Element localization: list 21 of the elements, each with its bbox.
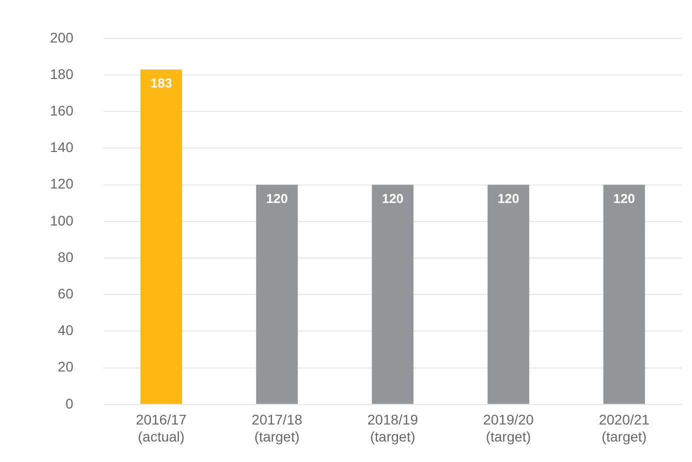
- data-label: 183: [150, 76, 172, 91]
- x-tick-label: 2016/17 (actual): [136, 412, 187, 444]
- y-tick-label: 140: [50, 139, 74, 156]
- y-tick-label: 20: [58, 358, 74, 375]
- x-tick-label: 2019/20 (target): [483, 412, 534, 444]
- y-tick-label: 120: [50, 176, 74, 192]
- y-tick-label: 60: [58, 285, 74, 302]
- y-tick-label: 100: [50, 212, 74, 228]
- x-tick-label: 2017/18 (target): [252, 412, 302, 444]
- data-label: 120: [613, 190, 635, 206]
- x-tick-label: 2020/21 (target): [598, 412, 650, 444]
- y-tick-label: 160: [50, 102, 74, 118]
- y-tick-label: 0: [66, 395, 74, 412]
- data-label: 120: [382, 190, 404, 206]
- y-tick-label: 180: [50, 66, 74, 82]
- y-tick-label: 80: [58, 248, 74, 265]
- x-tick-label: 2018/19 (target): [367, 412, 418, 444]
- y-tick-label: 200: [50, 29, 74, 46]
- data-label: 120: [498, 190, 520, 206]
- y-tick-label: 40: [58, 322, 74, 338]
- data-label: 120: [266, 190, 288, 206]
